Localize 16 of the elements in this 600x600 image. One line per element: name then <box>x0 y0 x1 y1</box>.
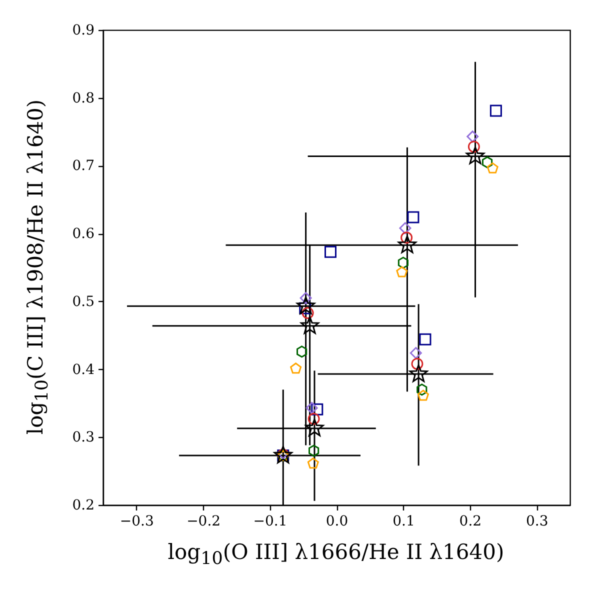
y-tick-label: 0.6 <box>72 226 95 242</box>
x-tick-label: −0.2 <box>186 514 221 530</box>
x-tick-label: −0.1 <box>253 514 288 530</box>
y-tick-label: 0.5 <box>72 294 94 310</box>
y-tick-label: 0.7 <box>72 158 94 174</box>
y-tick-label: 0.8 <box>72 90 94 106</box>
y-tick-label: 0.3 <box>72 430 94 446</box>
x-axis-title: log$_{10}$(O III] λ1666/He II λ1640) <box>168 540 504 570</box>
x-tick-label: 0.2 <box>459 514 482 530</box>
x-tick-label: −0.3 <box>120 514 154 530</box>
y-tick-label: 0.4 <box>72 362 95 378</box>
y-tick-label: 0.9 <box>72 22 94 38</box>
y-tick-label: 0.2 <box>72 498 94 514</box>
x-tick-label: 0.3 <box>526 514 548 530</box>
x-tick-label: 0.1 <box>392 514 415 530</box>
x-tick-label: 0.0 <box>326 514 348 530</box>
